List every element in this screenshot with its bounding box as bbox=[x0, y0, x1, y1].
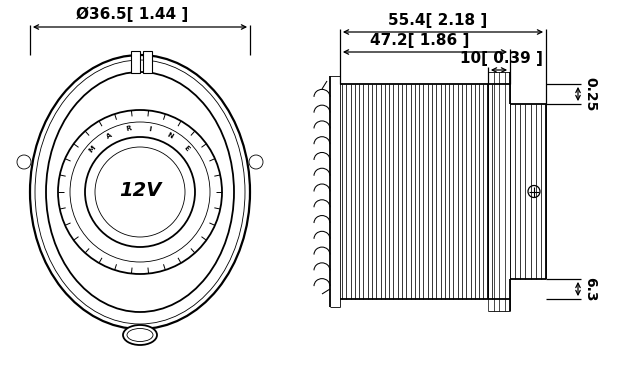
Circle shape bbox=[17, 155, 31, 169]
Text: 0.25: 0.25 bbox=[583, 77, 597, 111]
Text: E: E bbox=[183, 144, 190, 152]
Ellipse shape bbox=[123, 325, 157, 345]
Text: 10[ 0.39 ]: 10[ 0.39 ] bbox=[459, 51, 542, 66]
Circle shape bbox=[249, 155, 263, 169]
Text: 12V: 12V bbox=[119, 180, 161, 200]
Text: R: R bbox=[125, 126, 132, 132]
Text: N: N bbox=[166, 131, 174, 139]
Text: M: M bbox=[88, 145, 97, 154]
Bar bbox=[131, 51, 140, 73]
Text: 47.2[ 1.86 ]: 47.2[ 1.86 ] bbox=[370, 33, 470, 48]
Text: Ø36.5[ 1.44 ]: Ø36.5[ 1.44 ] bbox=[76, 7, 188, 22]
Text: I: I bbox=[149, 126, 152, 132]
Bar bbox=[143, 51, 152, 73]
Text: 6.3: 6.3 bbox=[583, 277, 597, 301]
Text: A: A bbox=[105, 132, 113, 140]
Text: 55.4[ 2.18 ]: 55.4[ 2.18 ] bbox=[388, 13, 487, 28]
